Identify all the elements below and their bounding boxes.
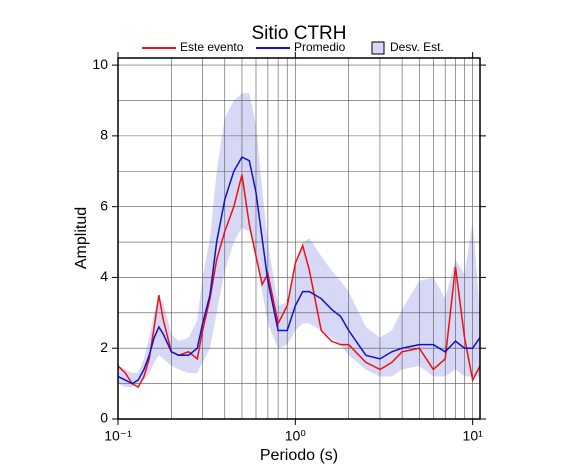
chart-title: Sitio CTRH [251,23,346,44]
series-line [117,156,481,385]
legend-swatch [371,41,385,55]
y-tick-label: 0 [100,410,108,426]
x-tick-label: 10⁰ [285,428,307,444]
legend-label: Desv. Est. [390,40,444,54]
y-tick-label: 4 [100,268,108,284]
plot-frame [117,57,481,420]
legend-label: Promedio [294,40,346,54]
std-band [118,93,480,388]
x-axis-label: Periodo (s) [260,447,338,464]
y-axis-label: Amplitud [73,207,90,269]
y-tick-label: 2 [100,339,108,355]
series-line [117,174,481,389]
x-tick-label: 10⁻¹ [104,428,132,444]
y-tick-label: 10 [92,56,108,72]
legend-label: Este evento [180,40,244,54]
x-tick-label: 10¹ [463,428,484,444]
y-tick-label: 6 [100,197,108,213]
y-tick-label: 8 [100,127,108,143]
